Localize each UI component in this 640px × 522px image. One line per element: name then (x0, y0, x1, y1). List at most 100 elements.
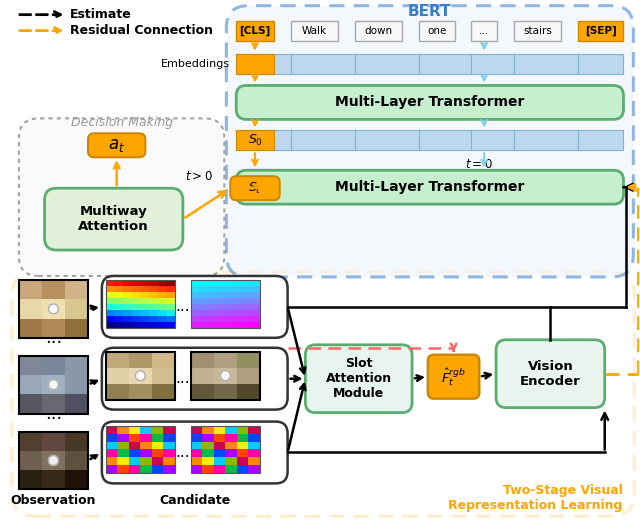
Bar (191, 286, 200, 292)
Text: ...: ... (175, 445, 190, 460)
Bar (202, 425, 214, 434)
Bar (214, 434, 225, 442)
Bar (208, 292, 217, 298)
Bar (248, 434, 260, 442)
Bar (157, 298, 166, 304)
Bar (514, 21, 561, 41)
Bar (217, 304, 225, 310)
Bar (163, 449, 175, 457)
Text: BERT: BERT (408, 4, 452, 19)
Bar (166, 280, 175, 286)
FancyBboxPatch shape (227, 6, 634, 277)
Bar (217, 310, 225, 316)
Bar (65, 432, 88, 451)
Bar (106, 280, 115, 286)
Bar (123, 286, 132, 292)
Bar (234, 310, 243, 316)
Bar (129, 367, 152, 384)
Bar (140, 442, 152, 449)
Bar (225, 292, 234, 298)
Bar (157, 322, 166, 328)
Text: $S_t$: $S_t$ (248, 181, 262, 196)
Bar (19, 280, 88, 338)
Bar (243, 304, 252, 310)
Bar (208, 304, 217, 310)
Bar (243, 322, 252, 328)
Bar (106, 425, 117, 434)
Bar (106, 280, 175, 328)
FancyBboxPatch shape (12, 272, 634, 516)
Bar (217, 298, 225, 304)
Bar (42, 280, 65, 299)
Circle shape (49, 379, 58, 389)
Bar (248, 457, 260, 466)
Bar (152, 425, 163, 434)
Bar (214, 466, 225, 473)
Bar (419, 21, 454, 41)
Bar (132, 310, 140, 316)
Bar (234, 280, 243, 286)
Bar (65, 318, 88, 338)
Bar (19, 451, 42, 470)
Bar (106, 449, 117, 457)
Bar (217, 292, 225, 298)
Bar (157, 286, 166, 292)
Bar (152, 442, 163, 449)
Bar (149, 298, 157, 304)
Text: $S_0$: $S_0$ (248, 133, 262, 148)
Bar (236, 130, 274, 150)
Bar (225, 457, 237, 466)
Bar (117, 434, 129, 442)
Bar (140, 425, 152, 434)
Text: Vision
Encoder: Vision Encoder (520, 360, 580, 388)
Text: Multi-Layer Transformer: Multi-Layer Transformer (335, 180, 525, 194)
Bar (115, 280, 123, 286)
Bar (152, 434, 163, 442)
Bar (19, 318, 42, 338)
Bar (19, 299, 42, 318)
FancyBboxPatch shape (88, 133, 145, 157)
Text: $\hat{F}_t^{rgb}$: $\hat{F}_t^{rgb}$ (441, 366, 466, 387)
Bar (225, 316, 234, 322)
Bar (355, 21, 402, 41)
Bar (115, 286, 123, 292)
Bar (234, 286, 243, 292)
Text: ...: ... (479, 26, 489, 35)
Bar (140, 449, 152, 457)
Bar (163, 434, 175, 442)
Bar (578, 21, 623, 41)
Bar (202, 434, 214, 442)
Bar (149, 322, 157, 328)
Bar (152, 449, 163, 457)
Bar (191, 367, 214, 384)
Bar (243, 280, 252, 286)
Bar (237, 466, 248, 473)
Bar (191, 466, 202, 473)
Bar (106, 322, 115, 328)
Text: [SEP]: [SEP] (585, 26, 617, 35)
FancyBboxPatch shape (102, 276, 287, 338)
Bar (166, 298, 175, 304)
Bar (191, 352, 260, 400)
Bar (106, 286, 115, 292)
Bar (248, 425, 260, 434)
Bar (237, 449, 248, 457)
Bar (152, 466, 163, 473)
Text: [CLS]: [CLS] (239, 26, 271, 35)
Bar (191, 449, 202, 457)
Bar (252, 292, 260, 298)
Bar (191, 352, 214, 367)
Bar (243, 310, 252, 316)
Bar (200, 292, 208, 298)
Bar (214, 425, 225, 434)
Bar (166, 286, 175, 292)
Text: $t=0$: $t=0$ (465, 158, 493, 171)
Bar (236, 54, 274, 74)
Bar (132, 292, 140, 298)
Text: Slot
Attention
Module: Slot Attention Module (326, 357, 392, 400)
Bar (152, 367, 175, 384)
Bar (19, 356, 88, 413)
Bar (65, 451, 88, 470)
Bar (163, 425, 175, 434)
Bar (117, 466, 129, 473)
